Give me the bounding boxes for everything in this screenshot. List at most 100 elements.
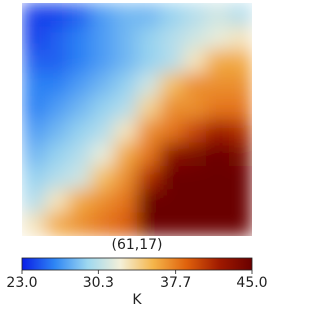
heatmap-cell xyxy=(206,166,230,190)
heatmap-cell xyxy=(183,26,207,51)
heatmap-cell xyxy=(160,96,184,120)
heatmap-cell xyxy=(229,212,252,236)
heatmap-cell xyxy=(68,166,92,190)
heatmap-cell xyxy=(137,72,161,97)
heatmap-cell xyxy=(68,26,92,51)
heatmap-cell xyxy=(160,3,184,27)
chart-title: (61,17) xyxy=(111,237,162,253)
colorbar xyxy=(21,257,253,271)
heatmap-cell xyxy=(137,119,161,144)
heatmap-cell xyxy=(160,49,184,74)
heatmap-cell xyxy=(114,3,138,27)
heatmap-cell xyxy=(160,26,184,51)
heatmap-cell xyxy=(137,142,161,167)
heatmap-cell xyxy=(160,212,184,236)
heatmap-cell xyxy=(183,189,207,214)
heatmap-cell xyxy=(45,3,69,27)
heatmap-cell xyxy=(206,72,230,97)
chart: (61,17) K 23.0 30.3 37.7 45.0 xyxy=(6,3,268,308)
heatmap-cell xyxy=(91,26,115,51)
heatmap-cell xyxy=(229,72,252,97)
heatmap-cell xyxy=(68,3,92,27)
heatmap-cell xyxy=(68,72,92,97)
heatmap-cell xyxy=(91,96,115,120)
heatmap-cell xyxy=(229,142,252,167)
heatmap-cell xyxy=(229,26,252,51)
heatmap-cell xyxy=(229,166,252,190)
heatmap-cell xyxy=(91,142,115,167)
heatmap-cell xyxy=(183,212,207,236)
heatmap-cell xyxy=(137,212,161,236)
heatmap-cell xyxy=(206,119,230,144)
heatmap-cell xyxy=(183,96,207,120)
heatmap-cell xyxy=(114,49,138,74)
heatmap-cell xyxy=(183,119,207,144)
heatmap-cell xyxy=(206,96,230,120)
heatmap-cell xyxy=(160,119,184,144)
colorbar-tick-label: 45.0 xyxy=(236,275,267,291)
heatmap-cell xyxy=(206,189,230,214)
heatmap-cell xyxy=(22,142,46,167)
heatmap-cell xyxy=(160,142,184,167)
heatmap-cell xyxy=(114,212,138,236)
heatmap-cell xyxy=(45,72,69,97)
heatmap-cell xyxy=(45,166,69,190)
heatmap-cell xyxy=(183,49,207,74)
heatmap-cell xyxy=(137,26,161,51)
heatmap-cell xyxy=(45,119,69,144)
heatmap-cell xyxy=(137,3,161,27)
heatmap-cell xyxy=(22,189,46,214)
heatmap-cell xyxy=(114,166,138,190)
heatmap-cell xyxy=(114,26,138,51)
colorbar-tick-label: 37.7 xyxy=(160,275,191,291)
heatmap-cell xyxy=(22,26,46,51)
heatmap-cell xyxy=(68,49,92,74)
heatmap-cell xyxy=(68,142,92,167)
heatmap-cell xyxy=(137,49,161,74)
heatmap-cell xyxy=(22,96,46,120)
heatmap-cell xyxy=(114,96,138,120)
heatmap-cell xyxy=(91,166,115,190)
heatmap-cell xyxy=(114,142,138,167)
heatmap-cell xyxy=(114,189,138,214)
heatmap-cell xyxy=(137,189,161,214)
heatmap-cell xyxy=(91,72,115,97)
heatmap-cell xyxy=(68,212,92,236)
heatmap-cell xyxy=(137,96,161,120)
heatmap-cell xyxy=(160,72,184,97)
heatmap-cell xyxy=(22,119,46,144)
colorbar-tick-label: 30.3 xyxy=(83,275,114,291)
heatmap-cell xyxy=(229,3,252,27)
heatmap-cell xyxy=(45,96,69,120)
heatmap-cell xyxy=(91,212,115,236)
heatmap-cell xyxy=(206,3,230,27)
heatmap-cell xyxy=(45,142,69,167)
heatmap-cells xyxy=(22,3,252,236)
heatmap-cell xyxy=(206,212,230,236)
heatmap-cell xyxy=(229,49,252,74)
heatmap-cell xyxy=(22,49,46,74)
heatmap-cell xyxy=(68,96,92,120)
heatmap-cell xyxy=(114,72,138,97)
heatmap-cell xyxy=(183,72,207,97)
heatmap-cell xyxy=(229,189,252,214)
heatmap-cell xyxy=(22,166,46,190)
heatmap-cell xyxy=(91,49,115,74)
heatmap-cell xyxy=(183,166,207,190)
heatmap-cell xyxy=(137,166,161,190)
heatmap-cell xyxy=(91,189,115,214)
heatmap-cell xyxy=(229,119,252,144)
heatmap-cell xyxy=(183,3,207,27)
colorbar-label: K xyxy=(132,292,142,308)
heatmap-cell xyxy=(114,119,138,144)
heatmap-cell xyxy=(68,119,92,144)
heatmap-cell xyxy=(183,142,207,167)
heatmap-cell xyxy=(22,212,46,236)
heatmap-cell xyxy=(206,142,230,167)
heatmap-cell xyxy=(229,96,252,120)
heatmap-cell xyxy=(68,189,92,214)
heatmap-cell xyxy=(160,166,184,190)
heatmap-cell xyxy=(45,212,69,236)
heatmap-cell xyxy=(206,49,230,74)
heatmap-cell xyxy=(45,189,69,214)
